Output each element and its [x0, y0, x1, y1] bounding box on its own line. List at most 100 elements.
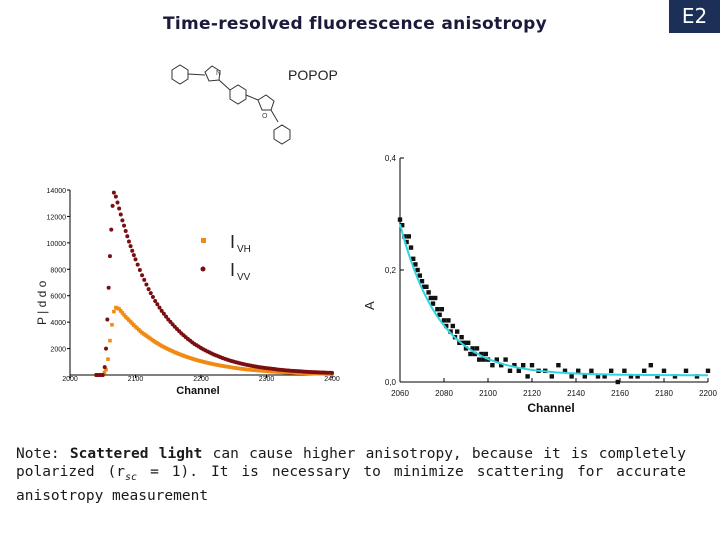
ivh-point [106, 357, 110, 361]
anisotropy-point [466, 340, 471, 345]
right-x-tick-label: 2140 [567, 389, 585, 398]
anisotropy-point [455, 329, 460, 334]
ivh-point [110, 322, 114, 327]
anisotropy-point [525, 374, 530, 379]
ivv-point [122, 223, 127, 228]
anisotropy-point [507, 368, 513, 373]
right-x-tick-label: 2060 [391, 389, 409, 398]
anisotropy-point [642, 368, 647, 373]
legend-ivh-sub: VH [237, 244, 251, 255]
ivv-point [148, 291, 153, 296]
note-paragraph: Note: Scattered light can cause higher a… [16, 445, 686, 505]
anisotropy-point [481, 357, 486, 362]
left-y-label-glyphs: P | d d o [35, 280, 49, 325]
right-x-tick-label: 2080 [435, 389, 453, 398]
ivv-point [110, 203, 115, 208]
left-y-tick-label: 12000 [47, 214, 67, 221]
ivv-point [117, 206, 122, 211]
figure-canvas: N O 2000 4000 6000 8000 10000 12000 14000 2000… [35, 64, 717, 415]
ivv-point [120, 218, 125, 223]
anisotropy-point [602, 374, 607, 379]
slide-number-badge: E2 [669, 0, 720, 33]
anisotropy-point [459, 335, 464, 340]
anisotropy-point [433, 295, 438, 301]
right-x-tick-label: 2180 [655, 389, 673, 398]
anisotropy-point [648, 363, 653, 368]
molecule-label: POPOP [288, 67, 338, 83]
anisotropy-point [470, 346, 475, 351]
ivv-point [140, 273, 145, 278]
ivv-point [115, 200, 120, 205]
note-middle: can cause higher anisotropy, because it … [16, 446, 686, 480]
anisotropy-point [404, 239, 409, 245]
ivv-point [157, 305, 162, 310]
ivv-point [109, 227, 114, 232]
anisotropy-point [408, 245, 414, 250]
ivh-point [112, 309, 116, 314]
ivv-point [150, 295, 155, 300]
note-suffix: = 1). It is necessary to minimize scatte… [16, 464, 687, 504]
atom-o: O [262, 113, 268, 120]
anisotropy-point [474, 346, 480, 351]
anisotropy-point [439, 307, 444, 312]
left-y-tick-label: 8000 [50, 267, 66, 274]
anisotropy-point [529, 363, 535, 368]
anisotropy-point [415, 267, 420, 273]
anisotropy-point [705, 368, 711, 373]
ivv-point [137, 267, 142, 272]
right-x-tick-label: 2200 [699, 389, 717, 398]
left-y-tick-label: 10000 [47, 241, 67, 248]
ivv-point [159, 308, 164, 313]
anisotropy-point [483, 351, 488, 357]
ivv-point [153, 299, 158, 303]
ivh-point [118, 309, 123, 313]
anisotropy-point [549, 374, 554, 379]
ivh-point [108, 338, 112, 343]
anisotropy-point [413, 262, 418, 267]
anisotropy-point [589, 368, 594, 373]
anisotropy-point [444, 323, 449, 329]
anisotropy-point [494, 357, 499, 362]
anisotropy-chart: 0,0 0,2 0,4 2060 2080 2100 2120 2140 2160 2180 22… [362, 154, 717, 415]
right-x-tick-label: 2100 [479, 389, 497, 398]
ivh-point [102, 370, 107, 375]
ivv-point [118, 212, 123, 217]
anisotropy-point [512, 363, 517, 368]
ivv-point [155, 302, 160, 307]
atom-n: N [216, 70, 221, 77]
left-x-tick-label: 2100 [128, 376, 144, 383]
anisotropy-point [556, 363, 561, 368]
anisotropy-point [521, 363, 526, 368]
ivv-point [111, 190, 116, 195]
anisotropy-point [661, 368, 667, 373]
anisotropy-point [615, 379, 620, 385]
left-y-tick-label: 2000 [50, 347, 66, 354]
ivv-point [113, 194, 118, 199]
ivv-point [125, 234, 130, 239]
anisotropy-point [417, 273, 422, 278]
ivv-point [330, 370, 334, 375]
left-legend: I VH I VV [200, 232, 251, 283]
anisotropy-point [490, 363, 495, 368]
ivh-point [104, 367, 108, 372]
anisotropy-point [672, 374, 678, 379]
anisotropy-point [430, 301, 436, 306]
anisotropy-point [435, 307, 440, 312]
anisotropy-point [419, 279, 425, 284]
anisotropy-point [628, 374, 634, 379]
anisotropy-point [424, 284, 429, 289]
popop-structure-drawing [171, 64, 291, 145]
anisotropy-point [622, 368, 627, 373]
anisotropy-point [437, 312, 442, 317]
anisotropy-point [569, 374, 574, 379]
anisotropy-point [516, 368, 521, 373]
anisotropy-point [562, 368, 568, 373]
right-y-label: A [362, 301, 377, 310]
left-x-tick-label: 2400 [324, 376, 340, 383]
right-y-tick-label: 0,4 [385, 154, 397, 163]
anisotropy-point [609, 368, 614, 373]
right-x-tick-label: 2120 [523, 389, 541, 398]
ivv-point [128, 244, 133, 249]
anisotropy-point [448, 329, 453, 334]
legend-ivh-marker [201, 238, 206, 243]
